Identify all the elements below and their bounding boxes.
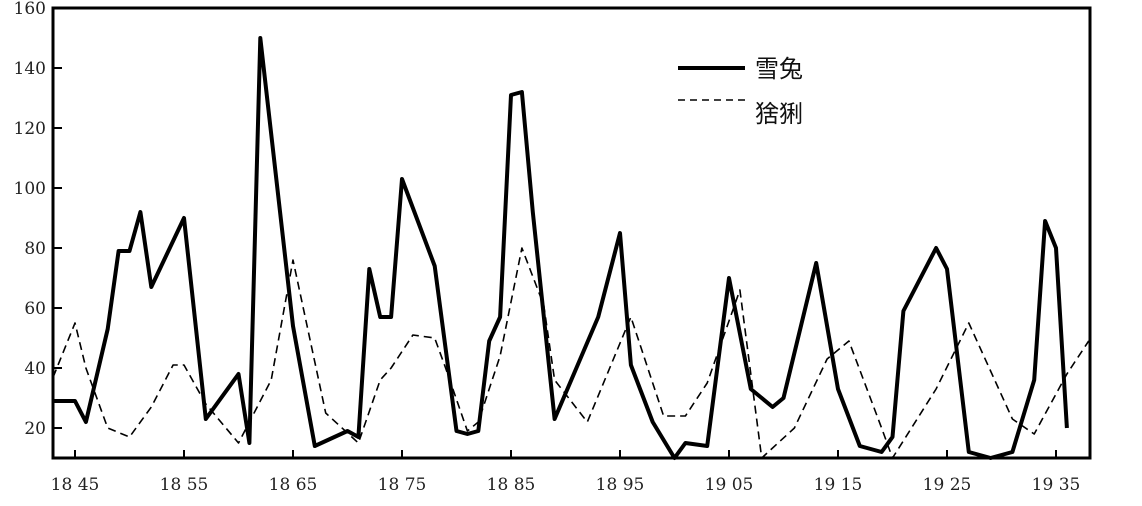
- y-tick-label: 140: [14, 59, 46, 79]
- y-tick-label: 40: [24, 359, 46, 379]
- series-line-hare: [53, 38, 1067, 458]
- x-tick-label: 18 65: [269, 475, 318, 495]
- y-tick-label: 80: [24, 239, 46, 259]
- x-tick-label: 19 35: [1032, 475, 1081, 495]
- x-tick-label: 18 45: [51, 475, 100, 495]
- series-lines: [53, 38, 1089, 458]
- x-tick-label: 19 25: [923, 475, 972, 495]
- x-tick-label: 18 85: [487, 475, 536, 495]
- series-line-lynx: [53, 248, 1089, 458]
- y-tick-label: 20: [24, 419, 46, 439]
- y-tick-label: 120: [14, 119, 46, 139]
- x-tick-label: 18 55: [160, 475, 209, 495]
- x-tick-label: 18 95: [596, 475, 645, 495]
- x-tick-label: 19 15: [814, 475, 863, 495]
- x-tick-label: 18 75: [378, 475, 427, 495]
- y-tick-label: 60: [24, 299, 46, 319]
- legend-label-lynx: 猞猁: [755, 100, 803, 128]
- x-tick-label: 19 05: [705, 475, 754, 495]
- legend: 雪兔 猞猁: [678, 55, 803, 128]
- y-tick-label: 160: [14, 0, 46, 19]
- y-tick-label: 100: [14, 179, 46, 199]
- legend-label-hare: 雪兔: [755, 55, 803, 83]
